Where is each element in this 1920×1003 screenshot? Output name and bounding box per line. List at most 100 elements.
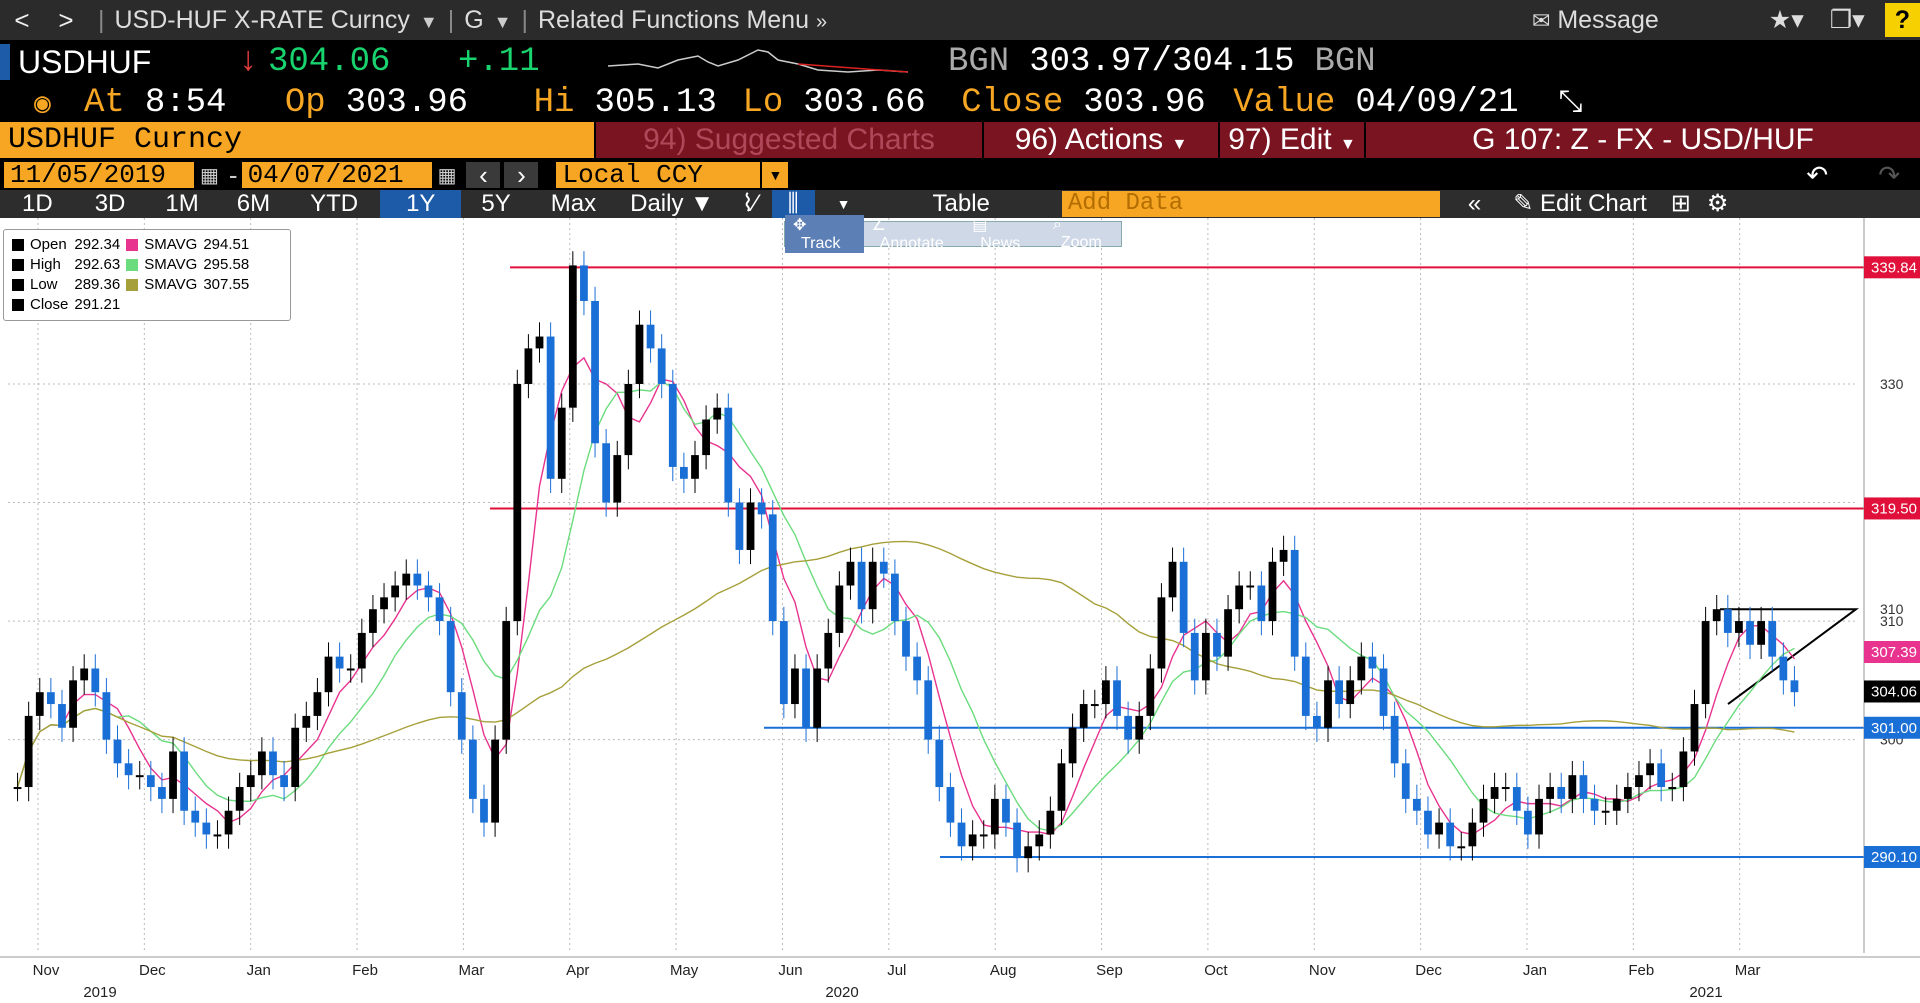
tab-1m[interactable]: 1M: [165, 190, 199, 217]
candle-body: [1102, 680, 1110, 705]
news-tool[interactable]: ▤ News: [964, 215, 1045, 253]
end-date-field[interactable]: 04/07/2021: [241, 162, 432, 188]
sma-tag: [1864, 641, 1920, 664]
message-label: Message: [1557, 5, 1659, 34]
resistance-label: 339.84: [1871, 259, 1917, 276]
candle-body: [1424, 810, 1432, 835]
tab-5y[interactable]: 5Y: [481, 190, 511, 217]
security-menu-label: USD-HUF X-RATE Curncy: [114, 5, 410, 34]
line-chart-icon[interactable]: ⌇⁄: [741, 190, 758, 217]
candle-body: [1090, 704, 1099, 707]
envelope-icon: ✉: [1531, 7, 1551, 33]
candle-body: [369, 609, 377, 633]
suggested-charts-button[interactable]: 94) Suggested Charts: [596, 122, 982, 158]
candlestick-icon[interactable]: ⫼: [771, 190, 815, 218]
x-tick-label: Dec: [1415, 962, 1442, 979]
chevron-down-icon: ▼: [1171, 136, 1188, 153]
support-tag: [1864, 716, 1920, 739]
x-tick-label: Dec: [139, 962, 166, 979]
legend-label: SMAVG: [144, 235, 198, 253]
candle-body: [1357, 656, 1366, 681]
candle-body: [1301, 656, 1310, 716]
candle-body: [1412, 798, 1421, 811]
table-button[interactable]: Table: [932, 190, 990, 217]
separator: |: [98, 5, 105, 34]
candle-body: [879, 561, 888, 574]
function-menu[interactable]: G ▼: [464, 6, 511, 35]
expand-icon[interactable]: ⤡: [1558, 86, 1583, 121]
candle-body: [513, 383, 522, 622]
candle-body: [1368, 656, 1377, 669]
candle-body: [1168, 561, 1177, 598]
star-icon[interactable]: ★▾: [1768, 6, 1804, 34]
candle-body: [1268, 561, 1277, 622]
candle-body: [135, 775, 144, 778]
quote-line: USDHUF ↓ 304.06 +.11 BGN 303.97 / 304.15…: [0, 40, 1920, 84]
collapse-icon[interactable]: «: [1467, 190, 1482, 217]
double-chevron-icon: »: [815, 10, 828, 33]
calendar-icon[interactable]: ▦: [200, 164, 219, 187]
calendar-icon[interactable]: ▦: [437, 164, 457, 187]
frequency-select[interactable]: Daily ▼: [630, 190, 714, 217]
related-functions-menu[interactable]: Related Functions Menu »: [538, 6, 827, 35]
annotate-tool[interactable]: ∠ Annotate: [864, 215, 965, 253]
security-field[interactable]: USDHUF Curncy: [0, 122, 594, 158]
candle-body: [1346, 680, 1355, 705]
candle-body: [1623, 787, 1632, 799]
help-button[interactable]: ?: [1884, 3, 1920, 37]
candle-body: [180, 751, 189, 811]
legend-value: 291.21: [74, 295, 121, 313]
related-menu-label: Related Functions Menu: [538, 5, 809, 34]
chevron-down-icon[interactable]: ▼: [762, 162, 789, 188]
candle-body: [913, 656, 921, 681]
candle-body: [1612, 798, 1621, 811]
tab-3d[interactable]: 3D: [94, 190, 126, 217]
candle-body: [568, 265, 577, 408]
candle-body: [291, 727, 300, 788]
zoom-tool[interactable]: ⌕ Zoom: [1045, 216, 1121, 252]
candle-body: [957, 822, 966, 847]
tab-ytd[interactable]: YTD: [310, 190, 359, 217]
message-button[interactable]: ✉ Message: [1532, 6, 1659, 35]
next-period-button[interactable]: ›: [504, 162, 539, 188]
edit-chart-label: Edit Chart: [1540, 190, 1647, 217]
candle-body: [1557, 787, 1566, 799]
back-button[interactable]: <: [14, 4, 30, 35]
candle-body: [779, 621, 788, 705]
gear-icon[interactable]: ⚙: [1706, 190, 1729, 217]
currency-select[interactable]: Local CCY: [556, 162, 761, 188]
candle-body: [624, 383, 633, 456]
edit-chart-button[interactable]: ✎ Edit Chart: [1497, 190, 1663, 218]
legend-item: Close: [12, 294, 74, 314]
track-tool[interactable]: ✥ Track: [785, 215, 864, 253]
candle-body: [1657, 763, 1666, 788]
chevron-down-icon[interactable]: ▼: [836, 196, 851, 212]
legend-swatch: [126, 258, 139, 271]
candle-body: [269, 751, 277, 776]
candle-body: [346, 668, 355, 671]
candle-body: [1390, 715, 1399, 764]
window-icon[interactable]: ❐▾: [1829, 6, 1865, 34]
candle-body: [1024, 846, 1033, 859]
security-menu[interactable]: USD-HUF X-RATE Curncy ▼: [115, 6, 438, 35]
tab-6m[interactable]: 6M: [236, 190, 271, 217]
tab-1d[interactable]: 1D: [22, 190, 53, 217]
candle-body: [580, 265, 588, 301]
candle-body: [1190, 632, 1199, 681]
chart-settings-icon[interactable]: ⊞: [1670, 190, 1691, 217]
edit-button[interactable]: 97) Edit ▼: [1220, 122, 1364, 158]
prev-period-button[interactable]: ‹: [466, 162, 501, 188]
candle-body: [546, 336, 555, 479]
forward-button[interactable]: >: [58, 4, 74, 35]
tab-1y[interactable]: 1Y: [380, 190, 462, 218]
last-price: 304.06: [268, 43, 391, 81]
tab-max[interactable]: Max: [550, 190, 597, 217]
pencil-icon: ✎: [1513, 190, 1534, 217]
actions-button[interactable]: 96) Actions ▼: [984, 122, 1218, 158]
undo-icon[interactable]: ↶: [1806, 159, 1829, 190]
redo-icon[interactable]: ↷: [1878, 159, 1900, 190]
candlestick-chart[interactable]: 300310320330NovDecJanFebMarAprMayJunJulA…: [0, 218, 1920, 1003]
y-tick-label: 310: [1880, 613, 1904, 629]
add-data-input[interactable]: Add Data: [1061, 191, 1440, 217]
start-date-field[interactable]: 11/05/2019: [4, 162, 194, 188]
